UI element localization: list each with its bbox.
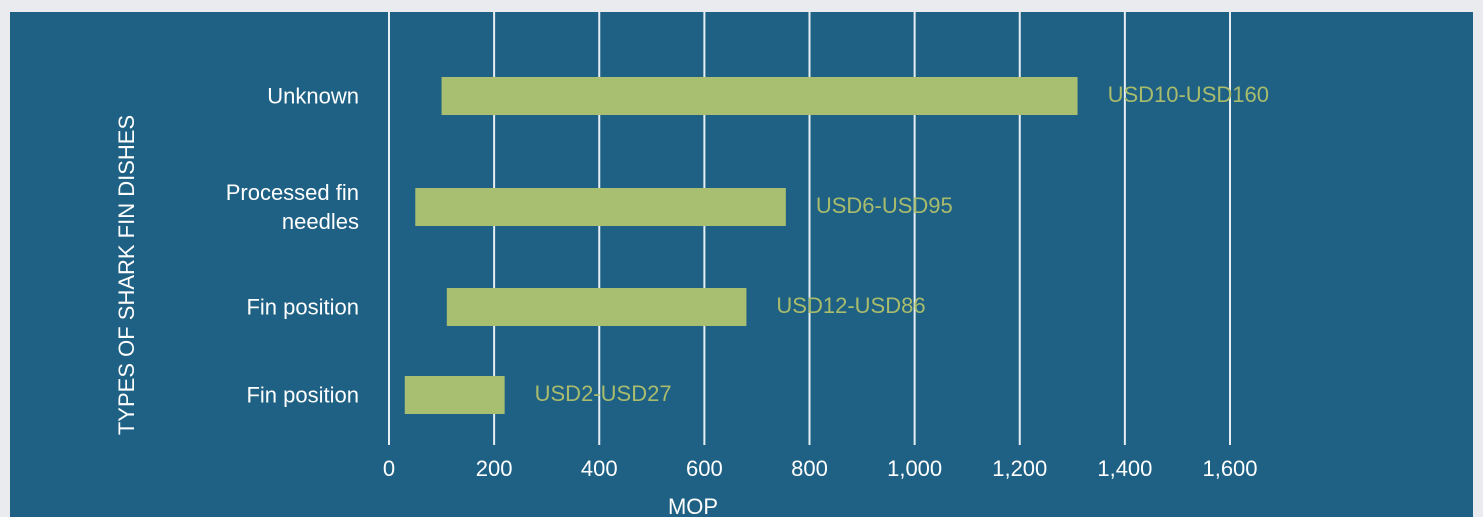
- x-tick-label: 0: [383, 456, 395, 481]
- x-tick-label: 1,000: [887, 456, 942, 481]
- y-axis-title: TYPES OF SHARK FIN DISHES: [114, 115, 139, 435]
- x-tick-label: 1,200: [992, 456, 1047, 481]
- x-tick-label: 600: [686, 456, 723, 481]
- x-tick-label: 400: [581, 456, 618, 481]
- value-label: USD10-USD160: [1108, 82, 1269, 107]
- y-tick-label: Fin position: [246, 294, 359, 320]
- bar: [404, 376, 505, 414]
- value-label: USD6-USD95: [816, 193, 953, 218]
- y-tick-label: Processed fin needles: [225, 180, 359, 234]
- bar: [415, 188, 786, 226]
- x-tick-label: 200: [476, 456, 513, 481]
- y-tick-label: Unknown: [267, 83, 359, 109]
- x-tick-label: 1,400: [1097, 456, 1152, 481]
- value-label: USD2-USD27: [535, 381, 672, 406]
- bar: [446, 288, 747, 326]
- y-tick-label: Fin position: [246, 382, 359, 408]
- bar: [441, 77, 1078, 115]
- x-tick-label: 800: [791, 456, 828, 481]
- value-label: USD12-USD86: [776, 293, 925, 318]
- x-axis-title: MOP: [668, 494, 718, 517]
- x-tick-label: 1,600: [1202, 456, 1257, 481]
